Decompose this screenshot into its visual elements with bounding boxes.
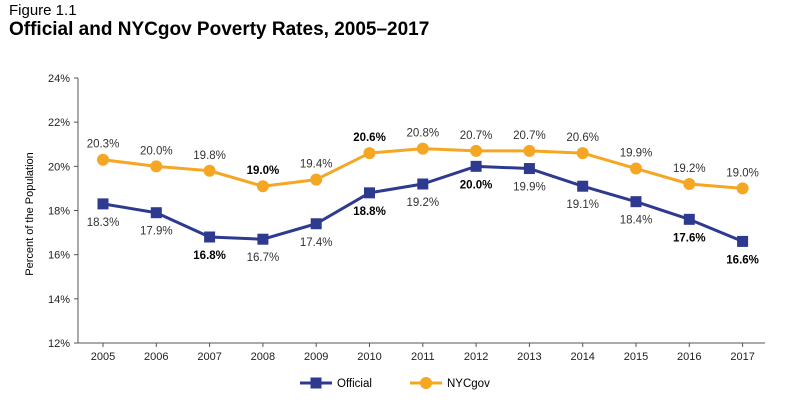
y-axis-label: Percent of the Population bbox=[24, 152, 36, 276]
data-label-nycgov: 20.3% bbox=[87, 139, 120, 151]
data-point-nycgov bbox=[310, 173, 323, 186]
x-tick-label: 2009 bbox=[304, 351, 328, 363]
y-tick-label: 16% bbox=[48, 250, 70, 262]
data-point-official bbox=[630, 196, 642, 208]
data-label-nycgov: 19.9% bbox=[620, 148, 653, 160]
data-point-official bbox=[737, 235, 749, 247]
data-label-official: 17.9% bbox=[140, 226, 173, 238]
data-label-nycgov: 20.7% bbox=[460, 130, 493, 142]
data-point-official bbox=[364, 187, 375, 199]
figure-label: Figure 1.1 bbox=[9, 2, 77, 19]
data-point-nycgov bbox=[416, 142, 429, 155]
y-tick-label: 12% bbox=[48, 338, 70, 350]
data-point-nycgov bbox=[203, 164, 216, 177]
x-tick-label: 2008 bbox=[251, 351, 275, 363]
legend: Official NYCgov bbox=[300, 377, 490, 390]
data-point-nycgov bbox=[523, 144, 536, 157]
data-label-official: 18.8% bbox=[353, 206, 386, 218]
data-label-nycgov: 20.6% bbox=[353, 132, 386, 144]
data-label-official: 20.0% bbox=[460, 179, 493, 191]
data-point-nycgov bbox=[150, 160, 163, 173]
x-tick-label: 2006 bbox=[144, 351, 168, 363]
x-tick-label: 2016 bbox=[677, 351, 701, 363]
data-label-official: 17.6% bbox=[673, 232, 706, 244]
legend-label: Official bbox=[337, 378, 372, 390]
data-label-official: 18.3% bbox=[87, 217, 120, 229]
x-tick-label: 2013 bbox=[517, 351, 541, 363]
data-label-official: 16.8% bbox=[193, 250, 226, 262]
x-tick-label: 2007 bbox=[197, 351, 221, 363]
legend-item-official: Official bbox=[300, 377, 372, 390]
legend-swatch-marker bbox=[420, 377, 432, 389]
data-point-nycgov bbox=[736, 182, 749, 195]
x-tick-label: 2017 bbox=[730, 351, 754, 363]
data-label-nycgov: 20.6% bbox=[566, 132, 599, 144]
data-point-nycgov bbox=[630, 162, 642, 175]
y-tick-label: 24% bbox=[48, 73, 70, 85]
data-point-official bbox=[257, 233, 269, 245]
data-point-official bbox=[310, 218, 322, 230]
data-point-nycgov bbox=[576, 147, 589, 160]
data-point-official bbox=[523, 163, 535, 175]
data-point-nycgov bbox=[363, 147, 376, 160]
data-point-nycgov bbox=[683, 178, 696, 190]
data-point-official bbox=[577, 180, 589, 192]
y-tick-label: 22% bbox=[48, 117, 70, 129]
x-tick-label: 2015 bbox=[624, 351, 648, 363]
legend-swatch-marker bbox=[310, 377, 322, 389]
series-nycgov: 20.3% 20.0% 19.8% 19.0% 19.4% 20.6% 20.8% 20.7%… bbox=[87, 128, 759, 195]
y-tick-label: 20% bbox=[48, 161, 70, 173]
data-label-official: 19.2% bbox=[406, 197, 439, 209]
data-label-nycgov: 19.8% bbox=[193, 150, 226, 162]
x-tick-label: 2005 bbox=[91, 351, 115, 363]
x-tick-label: 2012 bbox=[464, 351, 488, 363]
data-label-official: 16.7% bbox=[247, 252, 280, 264]
data-point-nycgov bbox=[470, 144, 483, 157]
series-layer: 18.3% 17.9% 16.8% 16.7% 17.4% 18.8% 19.2% 20.0%… bbox=[87, 128, 759, 267]
data-point-nycgov bbox=[256, 180, 269, 193]
data-point-official bbox=[683, 213, 695, 225]
data-point-official bbox=[97, 198, 109, 210]
chart-title: Official and NYCgov Poverty Rates, 2005–… bbox=[9, 19, 430, 40]
data-label-official: 16.6% bbox=[726, 254, 759, 266]
data-point-nycgov bbox=[97, 153, 109, 166]
data-label-official: 19.1% bbox=[566, 199, 599, 211]
data-label-nycgov: 19.0% bbox=[247, 165, 280, 177]
axes: 12% 14% 16% 18% 20% 22% 24% 2005 2006 2007 2008 200… bbox=[48, 73, 765, 363]
data-label-nycgov: 20.8% bbox=[406, 128, 439, 140]
data-label-official: 18.4% bbox=[620, 215, 653, 227]
x-tick-label: 2010 bbox=[357, 351, 381, 363]
data-label-nycgov: 20.7% bbox=[513, 130, 546, 142]
data-point-official bbox=[417, 178, 429, 190]
legend-label: NYCgov bbox=[447, 378, 490, 390]
data-point-official bbox=[150, 207, 162, 219]
series-official: 18.3% 17.9% 16.8% 16.7% 17.4% 18.8% 19.2% 20.0%… bbox=[87, 160, 759, 266]
data-label-nycgov: 20.0% bbox=[140, 145, 173, 157]
data-point-official bbox=[204, 231, 216, 243]
data-label-official: 17.4% bbox=[300, 237, 333, 249]
data-label-nycgov: 19.2% bbox=[673, 163, 706, 175]
data-label-nycgov: 19.4% bbox=[300, 159, 333, 171]
data-label-nycgov: 19.0% bbox=[726, 167, 759, 179]
y-tick-label: 18% bbox=[48, 206, 70, 218]
y-tick-label: 14% bbox=[48, 294, 70, 306]
data-point-official bbox=[470, 160, 482, 172]
data-label-official: 19.9% bbox=[513, 182, 546, 194]
legend-item-nycgov: NYCgov bbox=[410, 377, 490, 390]
x-tick-label: 2014 bbox=[570, 351, 594, 363]
x-tick-label: 2011 bbox=[411, 351, 435, 363]
